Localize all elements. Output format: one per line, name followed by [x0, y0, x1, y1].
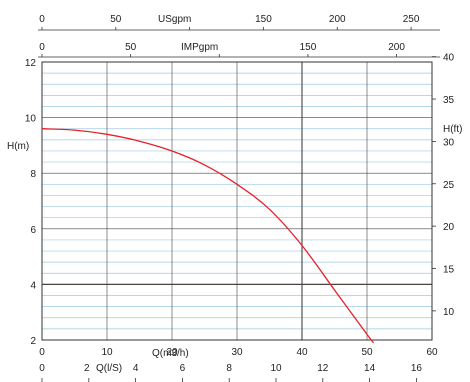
usgpm-tick-label: 200: [329, 14, 346, 25]
usgpm-label: USgpm: [158, 14, 191, 25]
impgpm-tick-label: 0: [39, 42, 45, 53]
xlabel: Q(m3/h): [152, 348, 189, 359]
y-tick-label: 6: [30, 225, 36, 236]
qls-tick-label: 6: [180, 363, 186, 374]
qls-tick-label: 0: [39, 363, 45, 374]
qls-tick-label: 10: [270, 363, 282, 374]
hft-tick-label: 10: [443, 307, 455, 318]
impgpm-tick-label: 200: [388, 42, 405, 53]
plot-frame: [41, 61, 433, 341]
qls-label: Q(l/S): [96, 363, 122, 374]
ylabel: H(m): [7, 141, 29, 152]
impgpm-tick-label: 50: [125, 42, 137, 53]
y-tick-label: 12: [25, 58, 37, 69]
hft-tick-label: 15: [443, 264, 455, 275]
qls-tick-label: 14: [364, 363, 376, 374]
y-tick-label: 10: [25, 114, 37, 125]
top-axes: 0 50 150 200 250 0 50 150 200: [38, 14, 440, 58]
usgpm-tick-label: 250: [403, 14, 420, 25]
qls-tick-label: 8: [226, 363, 232, 374]
usgpm-tick-label: 50: [110, 14, 122, 25]
hft-tick-label: 35: [443, 95, 455, 106]
hft-tick-label: 20: [443, 222, 455, 233]
pump-performance-curve: [41, 128, 375, 344]
left-axis: 2 4 6 8 10 12: [25, 58, 37, 347]
y-tick-label: 2: [30, 336, 36, 347]
hft-tick-label: 25: [443, 180, 455, 191]
x-tick-label: 30: [231, 347, 243, 358]
qls-tick-label: 16: [411, 363, 423, 374]
usgpm-tick-label: 150: [255, 14, 272, 25]
x-tick-label: 60: [426, 347, 438, 358]
impgpm-tick-label: 150: [300, 42, 317, 53]
major-grid: [41, 61, 433, 341]
usgpm-tick-label: 0: [39, 14, 45, 25]
hft-tick-label: 30: [443, 137, 455, 148]
qls-tick-label: 12: [317, 363, 329, 374]
bottom-axes: 0 10 20 30 40 50 60 0 2 4 6 8 10 12 14 16: [38, 347, 440, 382]
y-tick-label: 4: [30, 280, 36, 291]
hft-tick-label: 40: [443, 53, 455, 64]
x-tick-label: 20: [166, 347, 178, 358]
impgpm-label: IMPgpm: [181, 42, 218, 53]
y-tick-label: 8: [30, 169, 36, 180]
x-tick-label: 40: [296, 347, 308, 358]
x-tick-label: 50: [361, 347, 373, 358]
hft-label: H(ft): [443, 124, 462, 135]
x-tick-label: 0: [39, 347, 45, 358]
qls-tick-label: 2: [84, 363, 90, 374]
x-tick-label: 10: [101, 347, 113, 358]
qls-tick-label: 4: [133, 363, 139, 374]
right-axis: 10 15 20 25 30 35 40: [432, 53, 455, 318]
